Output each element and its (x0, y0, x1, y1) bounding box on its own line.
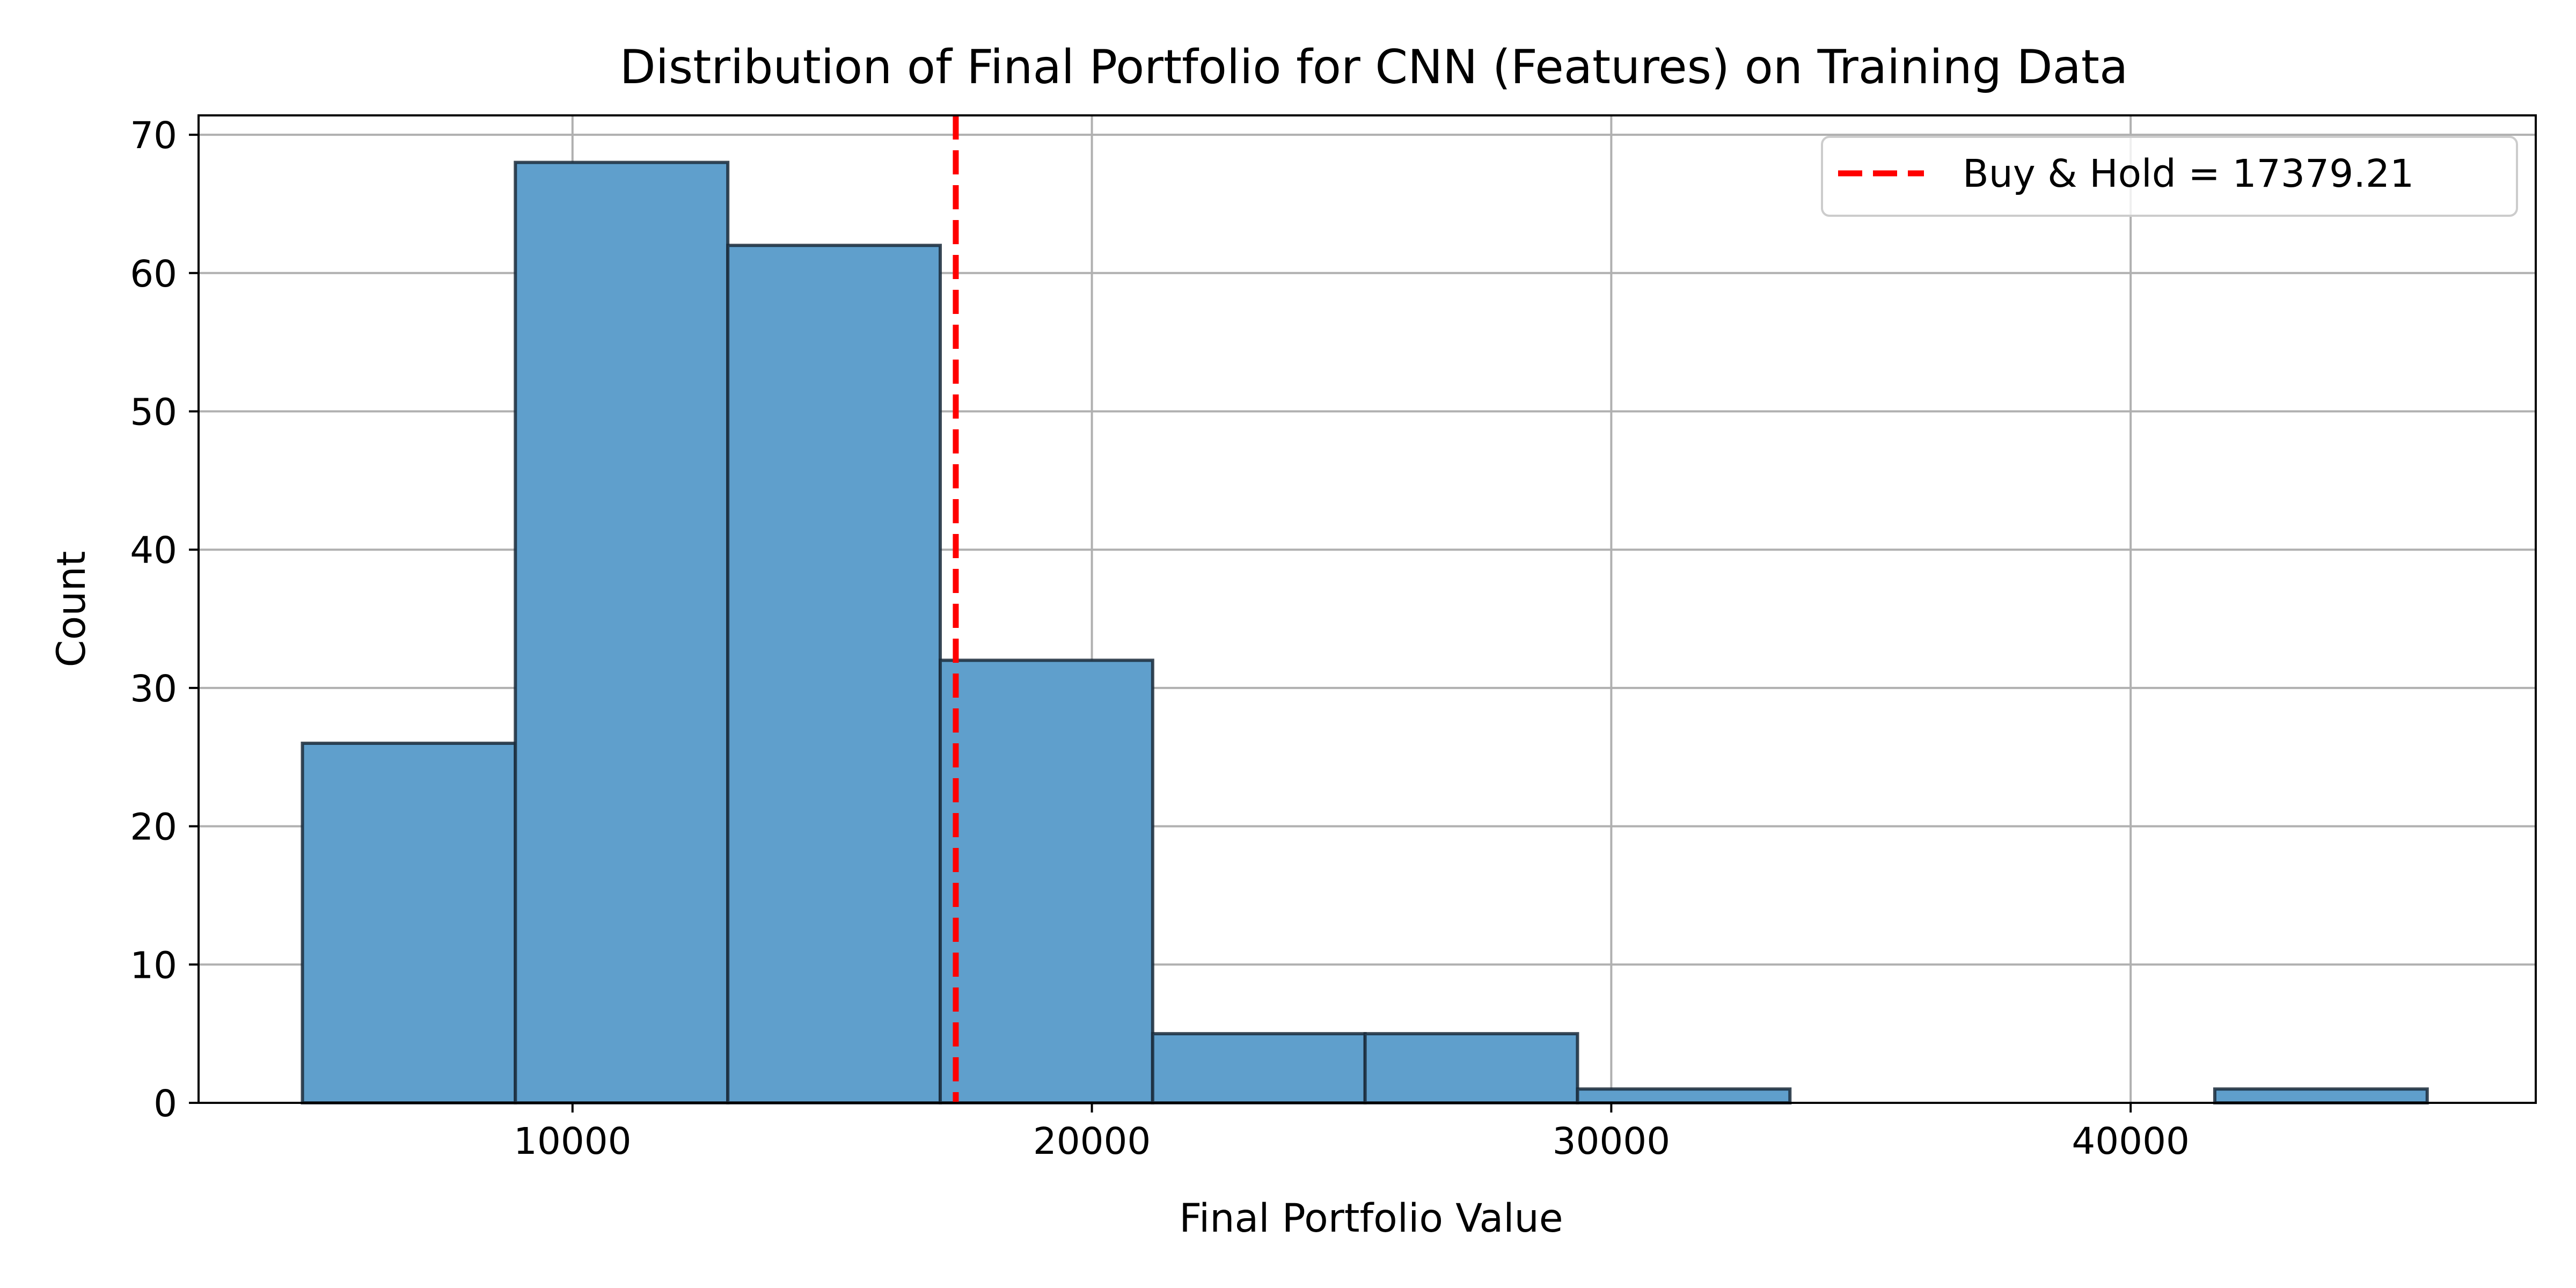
histogram-bar (301, 741, 517, 1105)
y-tick-label: 30 (130, 668, 177, 711)
histogram-bar (1576, 1087, 1792, 1105)
y-axis-label: Count (49, 551, 94, 668)
legend: Buy & Hold = 17379.21 (1821, 136, 2518, 217)
histogram-bar (1151, 1032, 1367, 1104)
histogram-bar (1363, 1032, 1579, 1104)
chart-title: Distribution of Final Portfolio for CNN … (620, 40, 2128, 94)
y-tick-label: 0 (153, 1082, 177, 1125)
y-tick-label: 40 (130, 529, 177, 572)
x-tick-label: 40000 (2072, 1120, 2190, 1163)
y-tick-label: 60 (130, 253, 177, 296)
x-axis-label: Final Portfolio Value (1179, 1196, 1563, 1241)
x-tick-label: 30000 (1553, 1120, 1671, 1163)
legend-entry-label: Buy & Hold = 17379.21 (1963, 151, 2414, 196)
y-tick-label: 50 (130, 391, 177, 434)
histogram-bars (301, 160, 2429, 1105)
y-tick-label: 70 (130, 114, 177, 157)
y-tick-label: 20 (130, 806, 177, 849)
x-tick-label: 10000 (514, 1120, 632, 1163)
x-tick-label: 20000 (1033, 1120, 1151, 1163)
plot-frame (197, 114, 2537, 1104)
histogram-bar (514, 160, 730, 1105)
legend-box (1821, 136, 2518, 217)
y-tick-label: 10 (130, 944, 177, 987)
histogram-bar (2213, 1087, 2429, 1105)
axis-ticks: 10000 20000 30000 40000 0 10 20 30 40 50 60 70 (130, 114, 2190, 1163)
histogram-bar (938, 658, 1154, 1104)
histogram-bar (726, 244, 942, 1105)
